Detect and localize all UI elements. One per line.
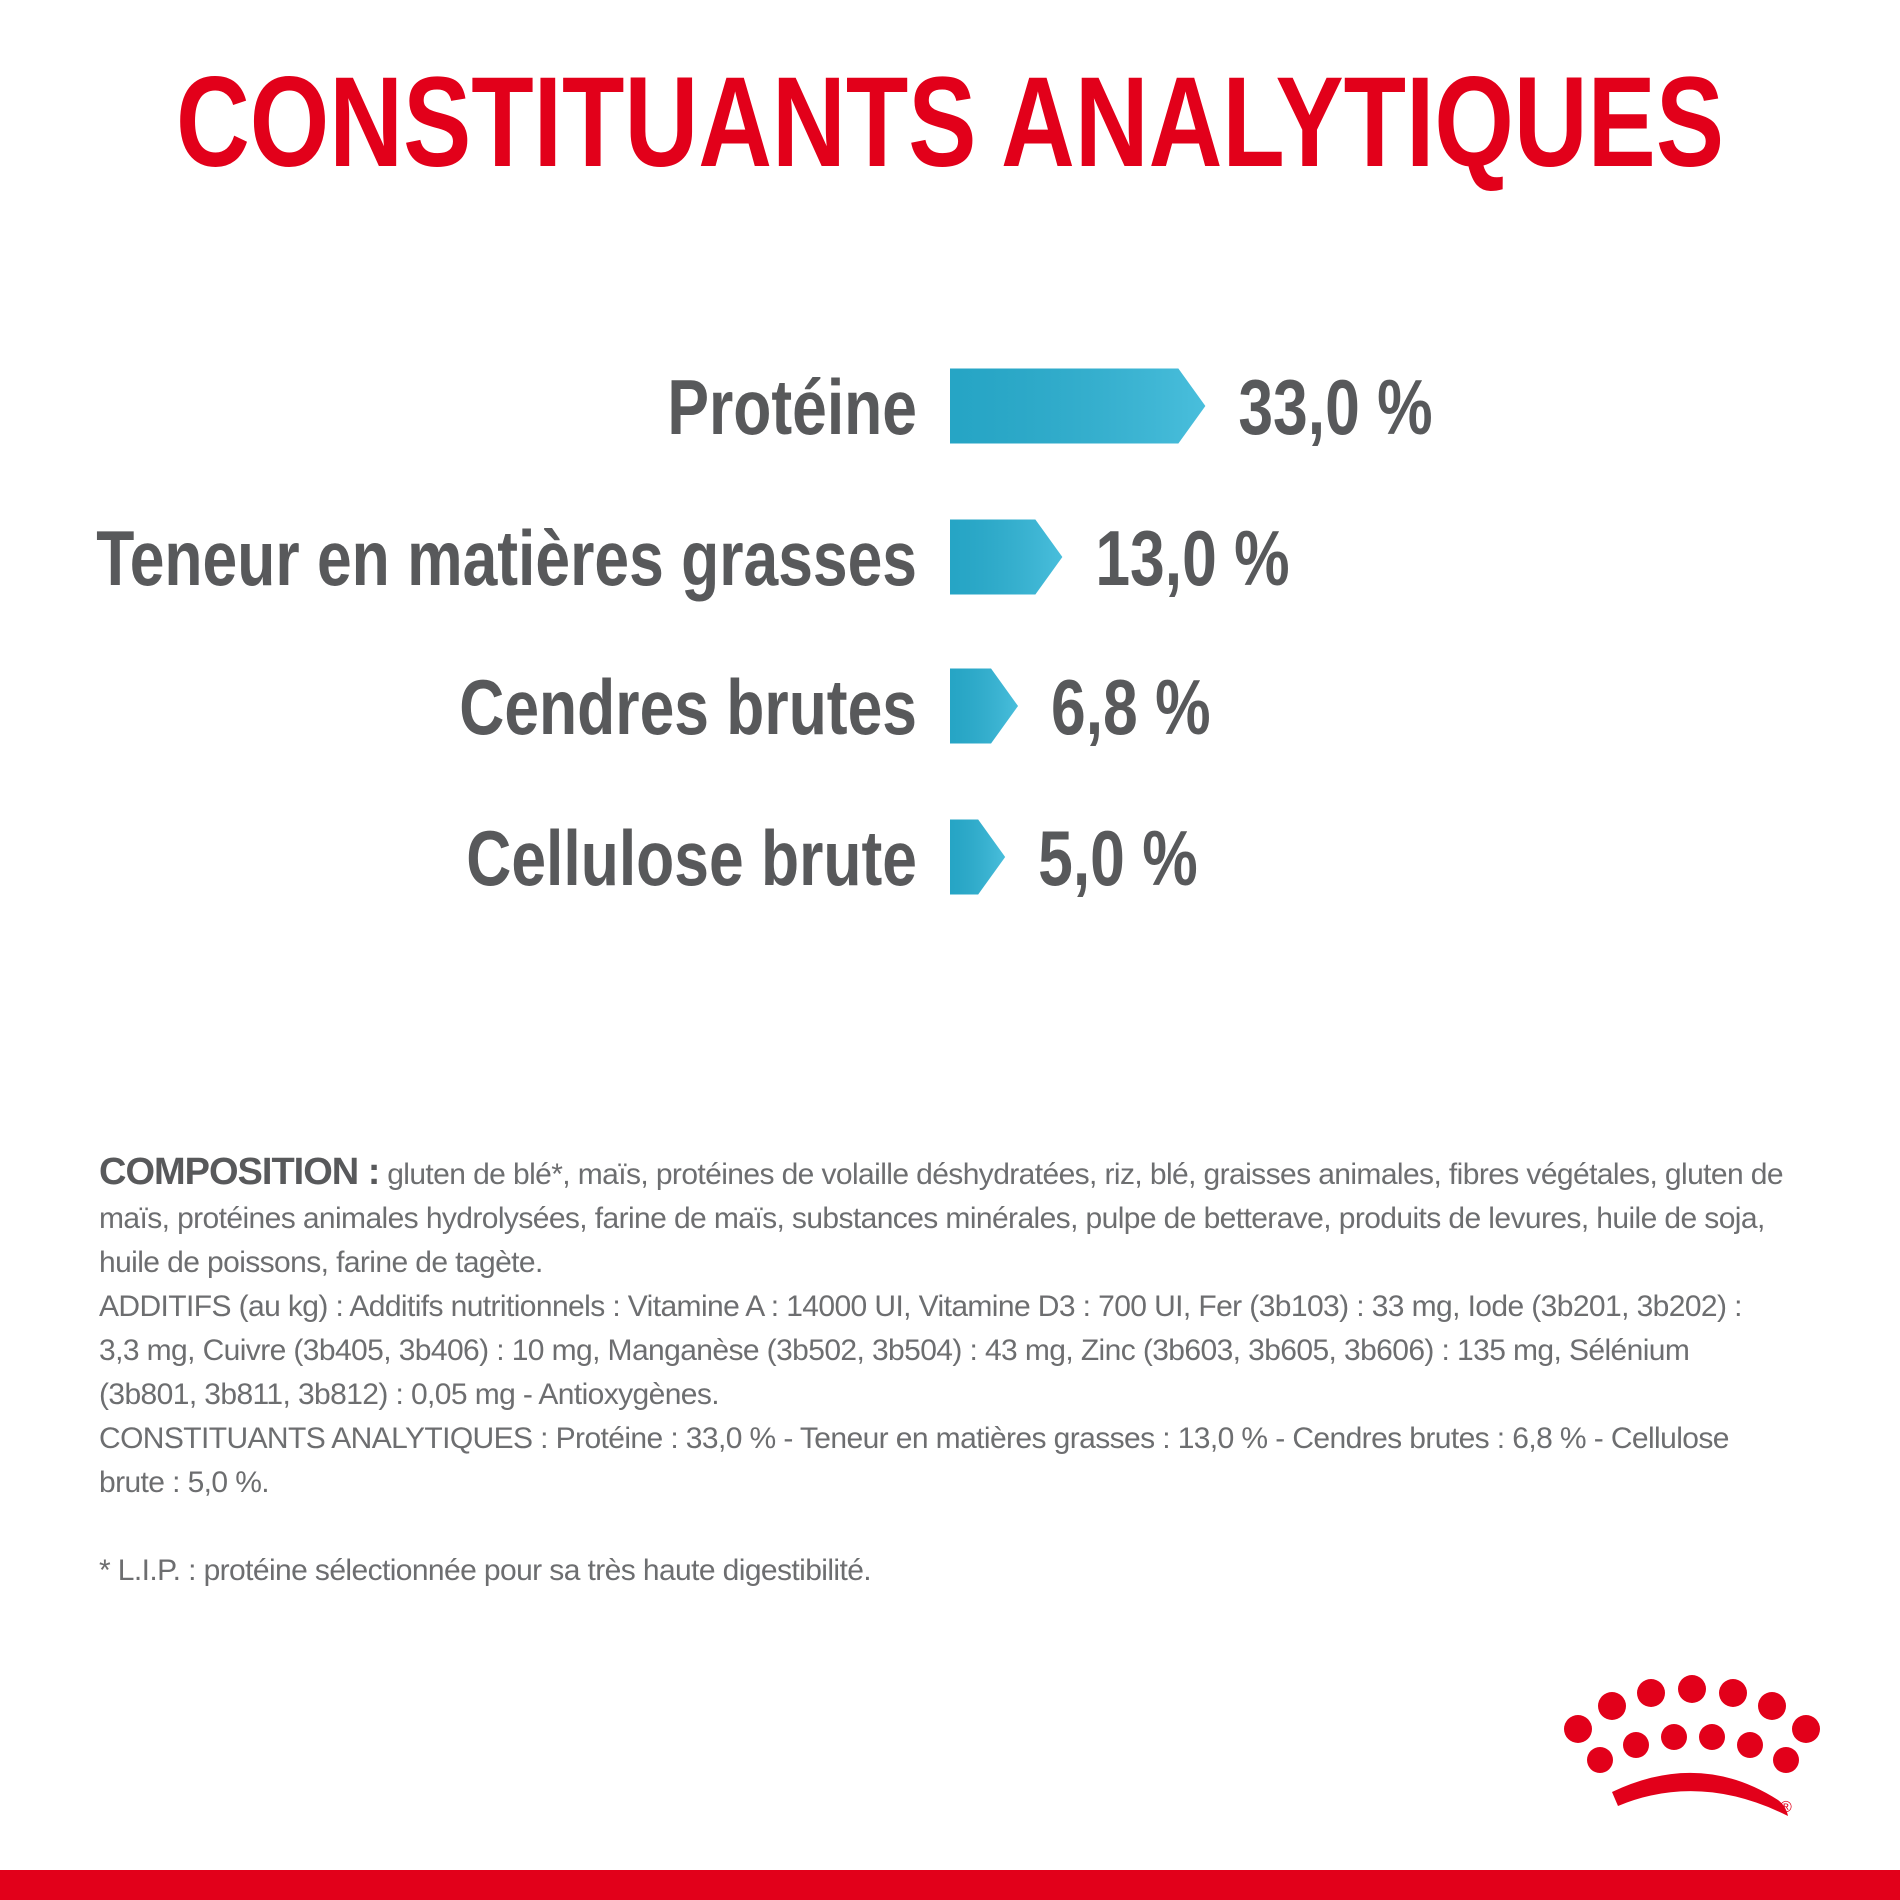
bar-shade [950, 368, 1206, 444]
category-label: Protéine [667, 363, 917, 450]
value-label: 6,8 % [1051, 663, 1211, 750]
composition-para: COMPOSITION : gluten de blé*, maïs, prot… [99, 1150, 1789, 1285]
bottom-band [0, 1870, 1900, 1900]
value-label: 13,0 % [1095, 514, 1289, 601]
category-label: Cendres brutes [459, 663, 917, 750]
bar-shade [950, 668, 1019, 744]
bar-shade [950, 519, 1063, 595]
category-label: Teneur en matières grasses [96, 514, 917, 601]
chart-title: CONSTITUANTS ANALYTIQUES [176, 51, 1724, 194]
logo: ® [1564, 1675, 1820, 1816]
value-label: 5,0 % [1038, 814, 1198, 901]
bars: Protéine 33,0 % Teneur en matières grasses… [96, 363, 1432, 901]
category-label: Cellulose brute [466, 814, 917, 901]
logo-mark: ® [1780, 1799, 1792, 1816]
additives: ADDITIFS (au kg) : Additifs nutritionnel… [99, 1290, 1742, 1411]
constituents: CONSTITUANTS ANALYTIQUES : Protéine : 33… [99, 1422, 1729, 1499]
bar-shade [950, 819, 1006, 895]
composition: COMPOSITION : gluten de blé*, maïs, prot… [99, 1150, 1789, 1593]
value-label: 33,0 % [1238, 363, 1432, 450]
footnote: * L.I.P. : protéine sélectionnée pour sa… [99, 1554, 872, 1587]
composition-text: gluten de blé*, maïs, protéines de volai… [99, 1158, 1784, 1279]
composition-label: COMPOSITION : [99, 1151, 380, 1193]
